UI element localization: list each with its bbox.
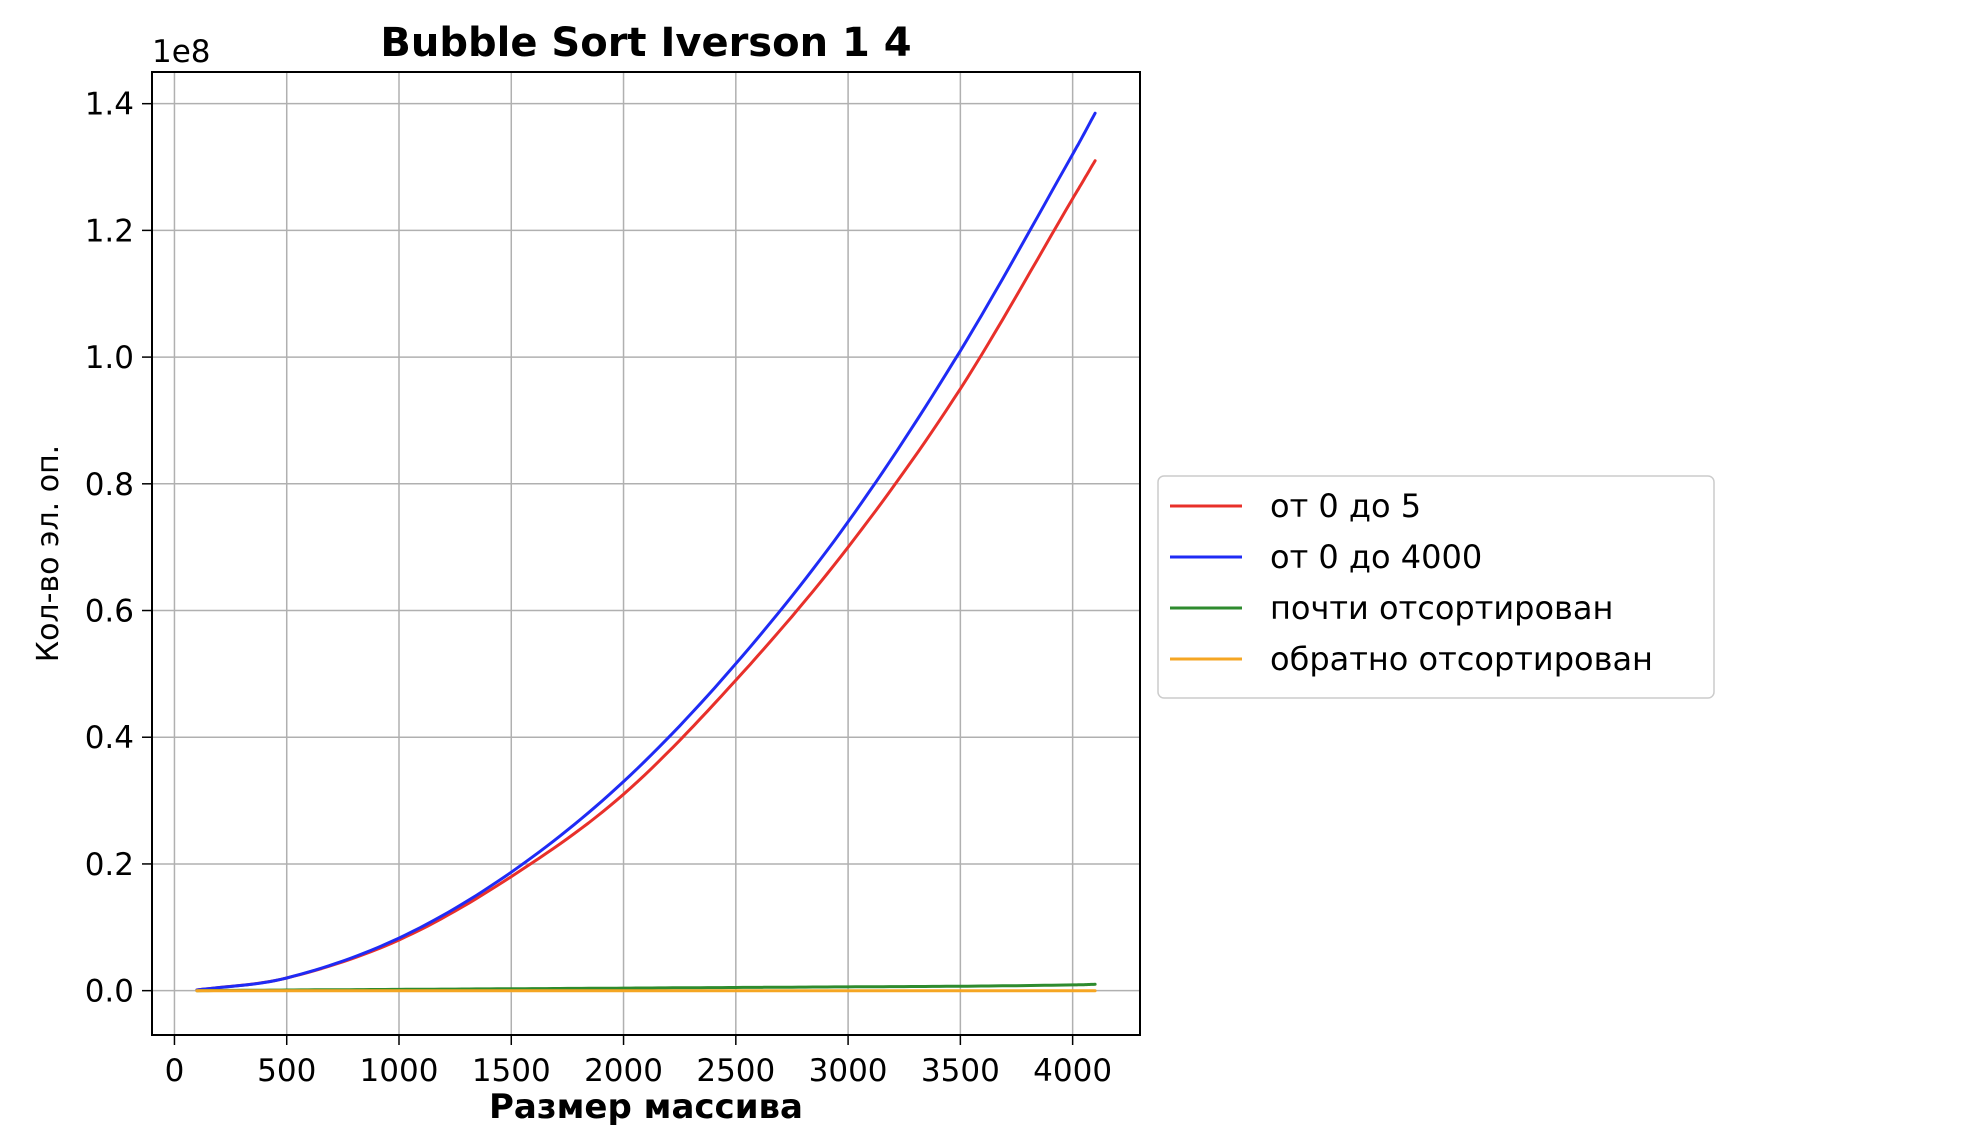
x-tick-label: 3000 xyxy=(809,1053,888,1089)
x-tick-label: 2500 xyxy=(696,1053,775,1089)
legend-label: обратно отсортирован xyxy=(1270,640,1653,678)
x-tick-label: 3500 xyxy=(921,1053,1000,1089)
legend-label: от 0 до 5 xyxy=(1270,487,1421,525)
legend-items: от 0 до 5 от 0 до 4000 почти отсортирован о… xyxy=(1170,487,1653,678)
legend-label: от 0 до 4000 xyxy=(1270,538,1482,576)
y-tick-label: 0.8 xyxy=(85,467,134,503)
y-tick-label: 0.6 xyxy=(85,594,134,630)
y-axis-offset-label: 1e8 xyxy=(152,34,211,70)
x-tick-label: 2000 xyxy=(584,1053,663,1089)
x-tick-label: 1000 xyxy=(360,1053,439,1089)
series-lines xyxy=(195,111,1097,993)
y-tick-label: 0.0 xyxy=(85,974,134,1010)
x-axis-label: Размер массива xyxy=(489,1087,803,1127)
y-tick-label: 1.2 xyxy=(85,213,134,249)
legend: от 0 до 5 от 0 до 4000 почти отсортирован о… xyxy=(1157,475,1715,699)
series-line xyxy=(195,111,1097,992)
y-tick-label: 0.4 xyxy=(85,720,134,756)
y-axis-label: Кол-во эл. оп. xyxy=(31,445,66,662)
legend-label: почти отсортирован xyxy=(1270,589,1613,627)
axis-ticks: 0 500 1000 1500 2000 2500 3000 3500 4000 0.0 0.2 0.… xyxy=(85,87,1112,1089)
chart-title: Bubble Sort Iverson 1 4 xyxy=(380,20,911,66)
y-tick-label: 1.4 xyxy=(85,87,134,123)
x-tick-label: 4000 xyxy=(1033,1053,1112,1089)
y-tick-label: 1.0 xyxy=(85,340,134,376)
y-tick-label: 0.2 xyxy=(85,847,134,883)
plot-frame xyxy=(151,71,1141,1036)
x-tick-label: 0 xyxy=(165,1053,185,1089)
x-tick-label: 500 xyxy=(257,1053,316,1089)
x-tick-label: 1500 xyxy=(472,1053,551,1089)
legend-box xyxy=(1157,475,1715,699)
